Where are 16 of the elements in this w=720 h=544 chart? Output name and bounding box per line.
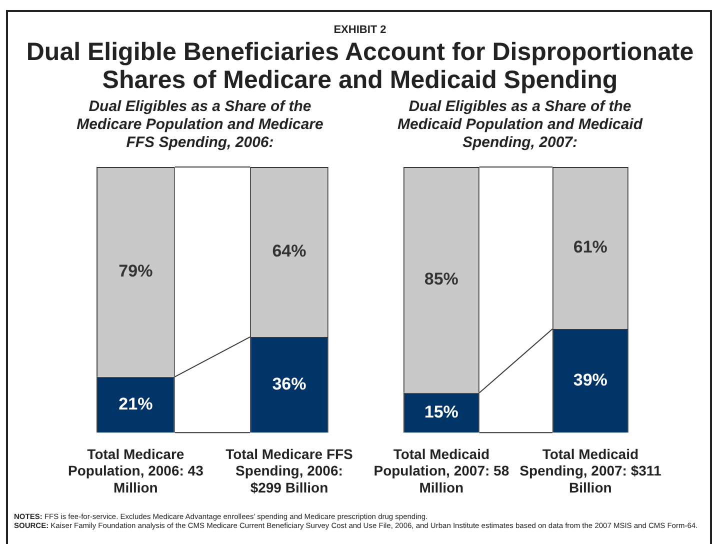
data-label: 21% [118,394,153,414]
text: EXHIBIT 2 [332,24,388,36]
x-tick-label: Total Medicaid Population, 2007: 58 Million [374,446,510,496]
data-label: 36% [272,374,306,394]
chart-subtitle: Dual Eligibles as a Share of the Medicare Population and Medicare FFS Spending, 2006: [76,98,324,152]
x-tick-label: Total Medicare FFS Spending, 2006: $299 Billion [226,446,353,496]
x-tick-label: Total Medicare Population, 2006: 43 Million [68,446,204,496]
data-label: 64% [272,242,306,261]
chart-title: Dual Eligible Beneficiaries Account for Disproportionate Shares of Medicare and Medicaid Spending [25,38,695,94]
data-label: 39% [573,370,608,390]
data-label: 85% [424,270,458,289]
x-tick-label: Total Medicaid Spending, 2007: $311 Billion [520,446,662,496]
data-label: 79% [118,262,153,281]
data-label: 15% [424,402,458,422]
chart-subtitle: Dual Eligibles as a Share of the Medicaid Population and Medicaid Spending, 2007: [396,98,644,152]
data-label: 61% [573,238,608,257]
